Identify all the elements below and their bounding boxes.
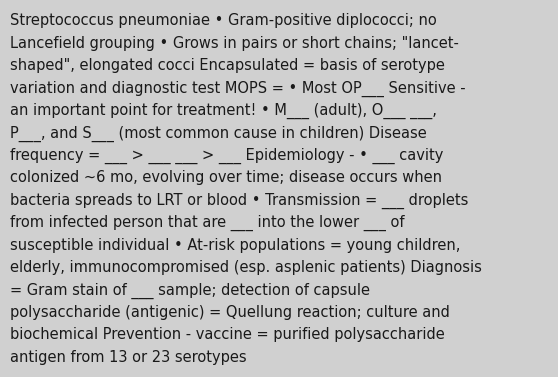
Text: Streptococcus pneumoniae • Gram-positive diplococci; no: Streptococcus pneumoniae • Gram-positive… [10, 13, 437, 28]
Text: Lancefield grouping • Grows in pairs or short chains; "lancet-: Lancefield grouping • Grows in pairs or … [10, 36, 459, 51]
Text: susceptible individual • At-risk populations = young children,: susceptible individual • At-risk populat… [10, 238, 460, 253]
Text: elderly, immunocompromised (esp. asplenic patients) Diagnosis: elderly, immunocompromised (esp. aspleni… [10, 260, 482, 275]
Text: shaped", elongated cocci Encapsulated = basis of serotype: shaped", elongated cocci Encapsulated = … [10, 58, 445, 73]
Text: frequency = ___ > ___ ___ > ___ Epidemiology - • ___ cavity: frequency = ___ > ___ ___ > ___ Epidemio… [10, 148, 444, 164]
Text: colonized ~6 mo, evolving over time; disease occurs when: colonized ~6 mo, evolving over time; dis… [10, 170, 442, 185]
Text: bacteria spreads to LRT or blood • Transmission = ___ droplets: bacteria spreads to LRT or blood • Trans… [10, 193, 468, 209]
Text: an important point for treatment! • M___ (adult), O___ ___,: an important point for treatment! • M___… [10, 103, 437, 119]
Text: = Gram stain of ___ sample; detection of capsule: = Gram stain of ___ sample; detection of… [10, 282, 370, 299]
Text: biochemical Prevention - vaccine = purified polysaccharide: biochemical Prevention - vaccine = purif… [10, 327, 445, 342]
Text: P___, and S___ (most common cause in children) Disease: P___, and S___ (most common cause in chi… [10, 126, 427, 141]
Text: polysaccharide (antigenic) = Quellung reaction; culture and: polysaccharide (antigenic) = Quellung re… [10, 305, 450, 320]
Text: variation and diagnostic test MOPS = • Most OP___ Sensitive -: variation and diagnostic test MOPS = • M… [10, 81, 466, 97]
Text: antigen from 13 or 23 serotypes: antigen from 13 or 23 serotypes [10, 350, 247, 365]
Text: from infected person that are ___ into the lower ___ of: from infected person that are ___ into t… [10, 215, 405, 231]
